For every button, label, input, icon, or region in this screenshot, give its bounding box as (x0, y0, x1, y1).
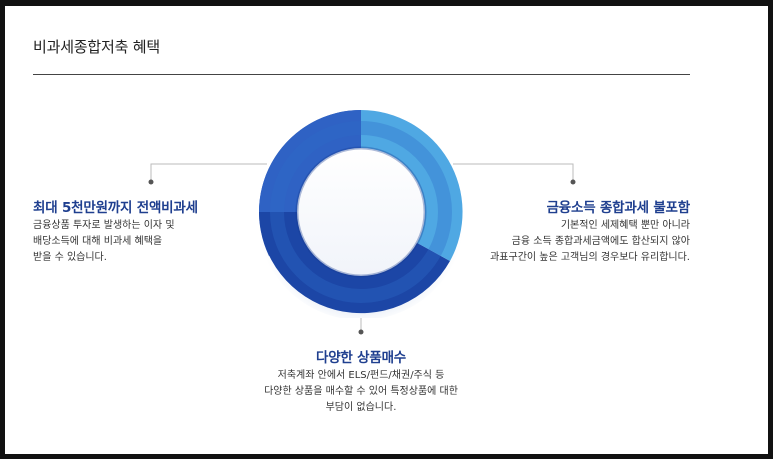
benefit-left-line: 받을 수 있습니다. (33, 252, 107, 263)
benefit-bottom-line: 저축계좌 안에서 ELS/펀드/채권/주식 등 (277, 370, 445, 381)
connector-bottom-dot (358, 329, 364, 335)
title-divider (33, 74, 690, 75)
benefit-bottom-heading: 다양한 상품매수 (315, 350, 407, 366)
benefit-bottom-line: 다양한 상품을 매수할 수 있어 특정상품에 대한 (264, 386, 458, 397)
benefit-right-text: 기본적인 세제혜택 뿐만 아니라 금융 소득 종합과세금액에도 합산되지 않아 … (490, 218, 690, 266)
connector-left-dot (148, 179, 154, 185)
donut-hole-edge (295, 146, 427, 278)
benefit-right-line: 금융 소득 종합과세금액에도 합산되지 않아 (511, 236, 690, 247)
connector-right-dot (570, 179, 576, 185)
benefits-card: 비과세종합저축 혜택 (5, 6, 768, 454)
donut-inner-band (270, 121, 452, 303)
benefit-bottom-text: 저축계좌 안에서 ELS/펀드/채권/주식 등 다양한 상품을 매수할 수 있어… (211, 368, 511, 416)
connector-left (150, 163, 267, 182)
connector-lines (148, 163, 576, 335)
page-title: 비과세종합저축 혜택 (33, 38, 160, 56)
benefit-right-line: 기본적인 세제혜택 뿐만 아니라 (560, 220, 690, 231)
donut-graphic (257, 110, 465, 318)
donut-hole (297, 148, 425, 276)
connector-right (453, 163, 574, 182)
benefit-left-line: 배당소득에 대해 비과세 혜택을 (33, 236, 163, 247)
benefit-right-heading: 금융소득 종합과세 불포함 (546, 200, 691, 216)
benefit-left-text: 금융상품 투자로 발생하는 이자 및 배당소득에 대해 비과세 혜택을 받을 수… (33, 218, 175, 266)
benefit-right-line: 과표구간이 높은 고객님의 경우보다 유리합니다. (490, 252, 690, 263)
benefit-left-heading: 최대 5천만원까지 전액비과세 (33, 200, 198, 216)
benefit-left-line: 금융상품 투자로 발생하는 이자 및 (33, 220, 175, 231)
benefit-bottom-line: 부담이 없습니다. (325, 402, 397, 413)
